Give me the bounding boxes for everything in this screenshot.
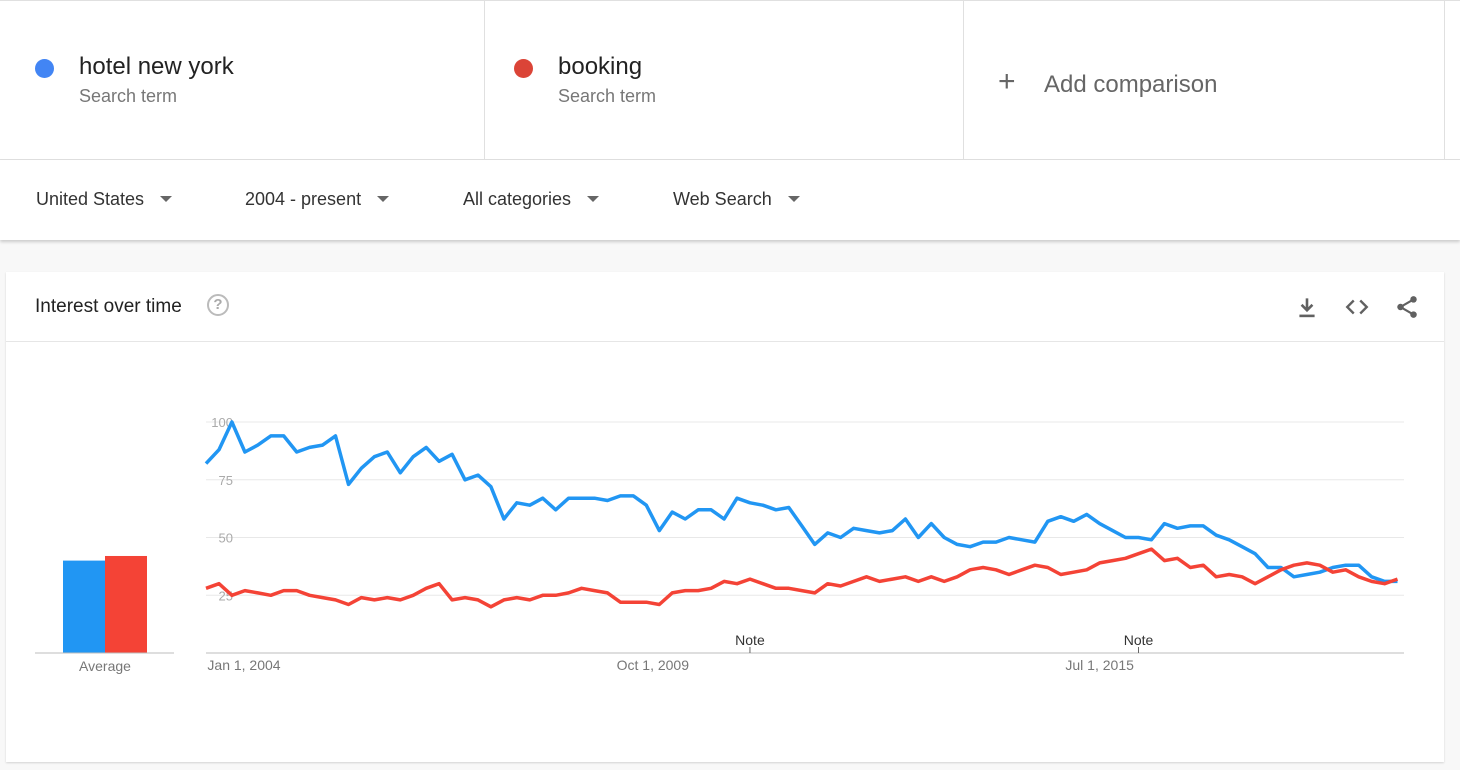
category-dropdown[interactable]: All categories bbox=[463, 189, 600, 210]
average-bar-2 bbox=[105, 555, 147, 653]
x-tick-label: Jul 1, 2015 bbox=[1065, 657, 1134, 673]
embed-icon[interactable] bbox=[1344, 294, 1370, 320]
series-color-dot bbox=[35, 59, 54, 78]
search-type-value: Web Search bbox=[673, 189, 772, 209]
search-term-label: Search term bbox=[79, 86, 178, 106]
chevron-down-icon bbox=[587, 195, 600, 202]
search-type-dropdown[interactable]: Web Search bbox=[673, 189, 800, 210]
chevron-down-icon bbox=[377, 195, 390, 202]
plus-icon: + bbox=[998, 65, 1016, 98]
time-range-dropdown[interactable]: 2004 - present bbox=[245, 189, 390, 210]
region-dropdown[interactable]: United States bbox=[36, 189, 173, 210]
filter-bar: United States 2004 - present All categor… bbox=[0, 160, 1460, 240]
card-title: Interest over time bbox=[35, 296, 182, 317]
interest-over-time-card: Interest over time ? 25 50 75 100 Jan 1, 200… bbox=[6, 272, 1444, 762]
chevron-down-icon bbox=[160, 195, 173, 202]
average-bar-1 bbox=[63, 560, 105, 653]
search-terms-bar: hotel new york Search term booking Searc… bbox=[0, 0, 1460, 160]
y-tick-label: 50 bbox=[219, 531, 233, 546]
help-icon[interactable]: ? bbox=[207, 294, 229, 316]
search-term-name: hotel new york bbox=[79, 53, 234, 80]
search-term-2[interactable]: booking Search term bbox=[485, 1, 964, 159]
card-header: Interest over time ? bbox=[6, 272, 1444, 342]
chevron-down-icon bbox=[787, 195, 800, 202]
add-comparison-label: Add comparison bbox=[1044, 71, 1218, 98]
series-line-1 bbox=[204, 420, 1398, 584]
y-tick-label: 100 bbox=[211, 415, 233, 430]
average-label: Average bbox=[79, 658, 131, 674]
add-comparison-button[interactable]: + Add comparison bbox=[964, 1, 1445, 159]
x-tick-label: Oct 1, 2009 bbox=[617, 657, 690, 673]
y-tick-label: 75 bbox=[219, 473, 233, 488]
download-icon[interactable] bbox=[1294, 294, 1320, 320]
search-term-label: Search term bbox=[558, 86, 657, 106]
category-value: All categories bbox=[463, 189, 572, 209]
search-term-name: booking bbox=[558, 53, 643, 80]
region-value: United States bbox=[36, 189, 145, 209]
note-label: Note bbox=[1124, 632, 1154, 648]
series-line-2 bbox=[205, 547, 1399, 609]
share-icon[interactable] bbox=[1394, 294, 1420, 320]
search-term-1[interactable]: hotel new york Search term bbox=[6, 1, 485, 159]
series-color-dot bbox=[514, 59, 533, 78]
x-tick-label: Jan 1, 2004 bbox=[207, 657, 280, 673]
note-label: Note bbox=[735, 632, 765, 648]
time-range-value: 2004 - present bbox=[245, 189, 362, 209]
